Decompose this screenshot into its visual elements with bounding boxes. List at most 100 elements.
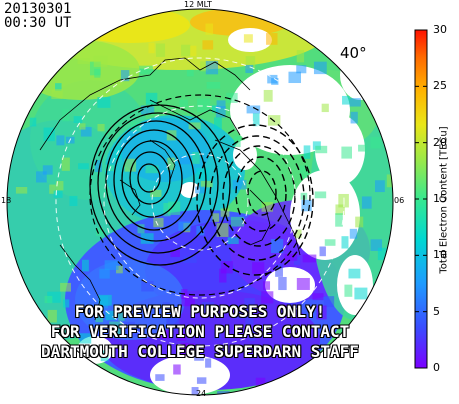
map-border	[6, 8, 394, 396]
tec-cell	[162, 302, 170, 310]
tec-cell	[196, 225, 205, 236]
tec-cell	[266, 33, 278, 45]
tec-cell	[93, 55, 108, 67]
tec-cell	[120, 70, 130, 82]
tec-cell	[148, 42, 155, 54]
tec-cell	[60, 282, 71, 292]
tec-cell	[82, 259, 89, 272]
tec-cell	[89, 61, 101, 76]
tec-cell	[55, 181, 64, 191]
tec-cell	[109, 321, 123, 336]
tec-cell	[341, 146, 352, 159]
time-label: 00:30 UT	[4, 15, 72, 31]
tec-cell	[335, 213, 343, 227]
tec-cell	[296, 277, 310, 290]
tec-cell	[261, 202, 273, 212]
mlt-bottom-label: 24	[196, 389, 207, 398]
tec-cell	[342, 95, 350, 105]
tec-cell	[200, 180, 213, 188]
tec-cell	[248, 329, 256, 341]
tec-cell	[114, 145, 123, 160]
tec-cell	[244, 298, 255, 312]
tec-cell	[166, 317, 180, 326]
tec-cell	[49, 184, 56, 194]
tec-cell	[220, 261, 233, 274]
tec-cell	[183, 256, 197, 263]
tec-cell	[195, 186, 207, 194]
tec-cell	[200, 61, 209, 72]
tec-cell	[181, 294, 195, 307]
potential-contours	[89, 94, 314, 296]
tec-cell	[312, 141, 321, 150]
colorbar-tick-label: 25	[433, 79, 447, 93]
tec-cell	[61, 157, 70, 171]
tec-cell	[319, 246, 326, 257]
tec-cell	[358, 144, 366, 152]
mlt-right-label: 06	[394, 196, 405, 205]
tec-cell	[246, 105, 261, 114]
tec-cell	[230, 216, 244, 227]
tec-cell	[234, 305, 247, 319]
tec-cell	[377, 247, 390, 261]
tec-cell	[227, 237, 239, 244]
tec-cell	[180, 342, 188, 356]
tec-cell	[370, 239, 383, 251]
tec-cell	[180, 156, 191, 165]
tec-cell	[160, 329, 170, 339]
tec-cell	[335, 204, 345, 215]
tec-cell	[349, 228, 358, 239]
tec-cell	[300, 165, 309, 179]
tec-cell	[267, 115, 281, 126]
tec-cell	[77, 57, 90, 65]
tec-cell	[295, 229, 302, 238]
tec-cell	[355, 216, 364, 228]
tec-cell	[314, 191, 327, 199]
tec-cell	[294, 256, 301, 266]
watermark-line-1: FOR PREVIEW PURPOSES ONLY!	[74, 302, 326, 321]
tec-cell	[323, 296, 335, 308]
tec-cell	[80, 127, 92, 137]
tec-cell	[118, 310, 125, 321]
watermark-line-2: FOR VERIFICATION PLEASE CONTACT	[50, 322, 350, 341]
watermark-line-3: DARTMOUTH COLLEGE SUPERDARN STAFF	[41, 342, 359, 361]
tec-cell	[262, 281, 271, 290]
tec-cell	[296, 65, 307, 74]
tec-cell	[140, 233, 154, 244]
tec-cell	[53, 190, 63, 198]
tec-cell	[245, 56, 256, 70]
tec-cell	[184, 343, 195, 353]
tec-cell	[370, 136, 381, 149]
tec-cell	[113, 79, 122, 86]
tec-cell	[94, 68, 101, 78]
tec-cell	[146, 106, 155, 114]
tec-cell	[350, 111, 358, 124]
tec-cell	[293, 344, 300, 351]
tec-cell	[245, 314, 254, 325]
tec-cell	[47, 309, 57, 323]
tec-cell	[279, 307, 291, 315]
colorbar-tick-label: 20	[433, 135, 447, 149]
tec-cell	[217, 391, 230, 395]
tec-cell	[212, 213, 220, 223]
tec-cell	[296, 50, 305, 63]
colorbar-ticks	[415, 29, 427, 369]
tec-cell	[56, 135, 65, 146]
tec-cell	[139, 65, 153, 74]
tec-cell	[321, 103, 329, 113]
date-label: 20130301	[4, 1, 72, 17]
tec-cell	[181, 44, 191, 57]
tec-cell	[226, 92, 238, 103]
tec-cell	[220, 208, 230, 217]
tec-cell	[150, 189, 162, 197]
tec-cell	[315, 145, 328, 154]
tec-cell	[219, 268, 227, 283]
colorbar-title: Total Electron Content [TECu]	[438, 126, 450, 274]
tec-cell	[216, 223, 229, 237]
tec-cell	[36, 171, 47, 183]
tec-cell	[324, 239, 336, 246]
mlt-top-label: 12 MLT	[184, 0, 212, 9]
tec-cell	[312, 293, 324, 301]
tec-cell	[170, 249, 180, 258]
tec-cell	[196, 98, 211, 113]
tec-cell	[173, 364, 181, 375]
